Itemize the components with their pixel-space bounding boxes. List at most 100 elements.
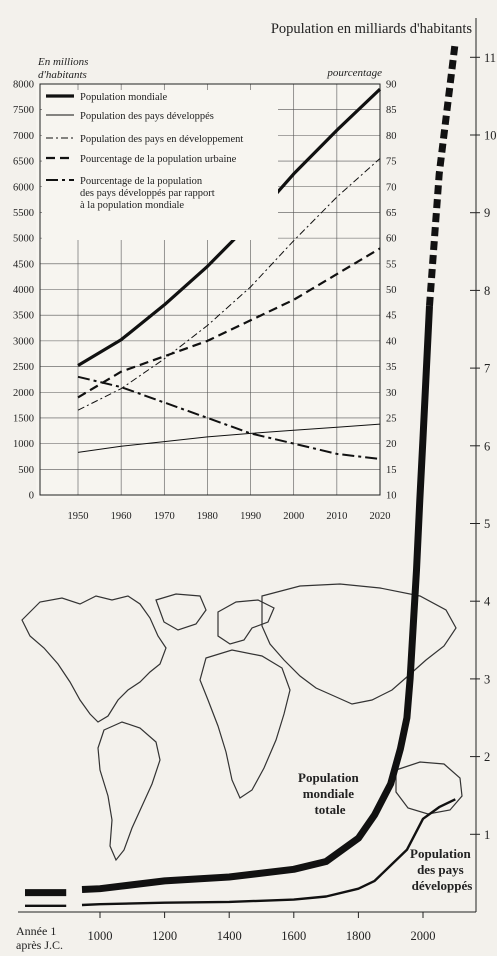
inset-right-tick-label: 15 bbox=[386, 465, 397, 476]
map-north-america bbox=[21, 595, 167, 723]
inset-left-tick-label: 1500 bbox=[13, 413, 34, 424]
inset-right-tick-label: 70 bbox=[386, 182, 397, 193]
inset-left-tick-label: 0 bbox=[29, 491, 34, 502]
world-label-line-1: Population bbox=[298, 770, 359, 785]
year-tick-label: 2000 bbox=[411, 929, 436, 943]
billions-tick-label: 1 bbox=[484, 828, 490, 842]
inset-left-tick-label: 8000 bbox=[13, 80, 34, 91]
inset-right-axis-label: pourcentage bbox=[326, 67, 382, 79]
billions-tick-label: 4 bbox=[484, 595, 491, 609]
map-africa bbox=[199, 649, 291, 799]
inset-right-ticks: 10 15 20 25 30 35 40 45 50 55 60 65 70 75 80 85 90 bbox=[386, 80, 397, 502]
developed-label-line-3: développés bbox=[412, 878, 473, 893]
inset-left-tick-label: 7000 bbox=[13, 131, 34, 142]
year-start-label: Année 1 après J.C. bbox=[16, 924, 63, 952]
inset-right-tick-label: 85 bbox=[386, 105, 397, 116]
year-start-line-2: après J.C. bbox=[16, 938, 63, 952]
inset-left-tick-label: 7500 bbox=[13, 105, 34, 116]
legend-label: Pourcentage de la population urbaine bbox=[80, 154, 237, 165]
billions-tick-label: 2 bbox=[484, 750, 490, 764]
inset-right-tick-label: 30 bbox=[386, 388, 397, 399]
inset-x-tick-label: 2000 bbox=[283, 511, 304, 522]
inset-left-tick-label: 6000 bbox=[13, 182, 34, 193]
inset-left-tick-label: 3500 bbox=[13, 311, 34, 322]
inset-left-tick-label: 5500 bbox=[13, 208, 34, 219]
inset-x-tick-label: 1960 bbox=[111, 511, 132, 522]
inset-left-tick-label: 500 bbox=[18, 465, 34, 476]
year-tick-label: 1400 bbox=[217, 929, 242, 943]
inset-right-tick-label: 65 bbox=[386, 208, 397, 219]
inset-frame bbox=[39, 83, 381, 496]
map-south-america bbox=[97, 721, 161, 862]
big-chart-series bbox=[25, 41, 459, 907]
inset-series-line-1 bbox=[77, 87, 382, 367]
billions-tick-label: 6 bbox=[484, 439, 490, 453]
billions-axis-ticks: 1 2 3 4 5 6 7 8 9 10 11 bbox=[470, 51, 497, 842]
inset-right-tick-label: 55 bbox=[386, 259, 397, 270]
inset-right-tick-label: 80 bbox=[386, 131, 397, 142]
legend-label: Pourcentage de la population bbox=[80, 176, 203, 187]
world-label-line-3: totale bbox=[314, 802, 345, 817]
legend-label: à la population mondiale bbox=[80, 200, 184, 211]
inset-right-tick-label: 35 bbox=[386, 362, 397, 373]
billions-tick-label: 5 bbox=[484, 517, 490, 531]
left-axis-label-line-1: En millions bbox=[37, 56, 88, 68]
inset-right-tick-label: 90 bbox=[386, 80, 397, 91]
legend-label: Population mondiale bbox=[80, 92, 168, 103]
inset-series-line-2 bbox=[77, 423, 381, 453]
year-tick-label: 1000 bbox=[88, 929, 113, 943]
inset-chart: 0 500 1000 1500 2000 2500 3000 3500 4000 4500 5000… bbox=[13, 56, 397, 522]
billions-tick-label: 8 bbox=[484, 284, 490, 298]
inset-legend: Population mondiale Population des pays d… bbox=[46, 92, 243, 211]
inset-x-tick-label: 1970 bbox=[154, 511, 175, 522]
inset-series-line-3 bbox=[77, 158, 381, 411]
world-map bbox=[21, 583, 463, 862]
inset-left-ticks: 0 500 1000 1500 2000 2500 3000 3500 4000 4500 5000… bbox=[13, 80, 34, 502]
inset-x-tick-label: 2010 bbox=[326, 511, 347, 522]
inset-left-tick-label: 3000 bbox=[13, 336, 34, 347]
inset-x-tick-label: 2020 bbox=[370, 511, 391, 522]
inset-right-tick-label: 60 bbox=[386, 234, 397, 245]
year-axis-ticks: 1000 1200 1400 1600 1800 2000 bbox=[88, 912, 436, 943]
inset-right-tick-label: 50 bbox=[386, 285, 397, 296]
billions-tick-label: 7 bbox=[484, 362, 490, 376]
inset-left-tick-label: 6500 bbox=[13, 157, 34, 168]
inset-x-tick-label: 1990 bbox=[240, 511, 261, 522]
year-start-line-1: Année 1 bbox=[16, 924, 56, 938]
billions-tick-label: 9 bbox=[484, 206, 490, 220]
year-tick-label: 1800 bbox=[346, 929, 371, 943]
billions-tick-label: 11 bbox=[484, 51, 496, 65]
inset-left-axis-label: En millions d'habitants bbox=[37, 56, 91, 81]
inset-left-tick-label: 5000 bbox=[13, 234, 34, 245]
inset-left-tick-label: 4500 bbox=[13, 259, 34, 270]
inset-left-tick-label: 2000 bbox=[13, 388, 34, 399]
inset-right-tick-label: 40 bbox=[386, 336, 397, 347]
inset-x-tick-label: 1980 bbox=[197, 511, 218, 522]
world-label-line-2: mondiale bbox=[303, 786, 355, 801]
inset-x-tick-label: 1950 bbox=[68, 511, 89, 522]
year-tick-label: 1600 bbox=[281, 929, 306, 943]
legend-label: des pays développés par rapport bbox=[80, 188, 215, 199]
inset-right-tick-label: 45 bbox=[386, 311, 397, 322]
developed-label-line-1: Population bbox=[410, 846, 471, 861]
year-tick-label: 1200 bbox=[152, 929, 177, 943]
inset-series bbox=[77, 87, 382, 460]
inset-right-tick-label: 25 bbox=[386, 413, 397, 424]
developed-population-line bbox=[81, 798, 456, 907]
developed-label-line-2: des pays bbox=[417, 862, 464, 877]
inset-left-tick-label: 4000 bbox=[13, 285, 34, 296]
world-series-label: Population mondiale totale bbox=[298, 770, 362, 817]
legend-label: Population des pays développés bbox=[80, 111, 214, 122]
world-population-line bbox=[81, 305, 433, 893]
inset-left-tick-label: 1000 bbox=[13, 439, 34, 450]
billions-tick-label: 10 bbox=[484, 129, 497, 143]
legend-box bbox=[42, 90, 278, 240]
map-asia bbox=[261, 583, 457, 705]
inset-right-tick-label: 20 bbox=[386, 439, 397, 450]
world-population-projection bbox=[426, 41, 459, 307]
inset-right-tick-label: 75 bbox=[386, 157, 397, 168]
map-europe bbox=[217, 599, 275, 645]
map-australia bbox=[395, 761, 463, 815]
developed-series-label: Population des pays développés bbox=[410, 846, 474, 893]
